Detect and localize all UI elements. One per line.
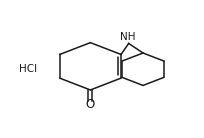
Text: O: O <box>85 98 94 111</box>
Text: HCl: HCl <box>19 64 37 74</box>
Text: NH: NH <box>119 32 135 42</box>
